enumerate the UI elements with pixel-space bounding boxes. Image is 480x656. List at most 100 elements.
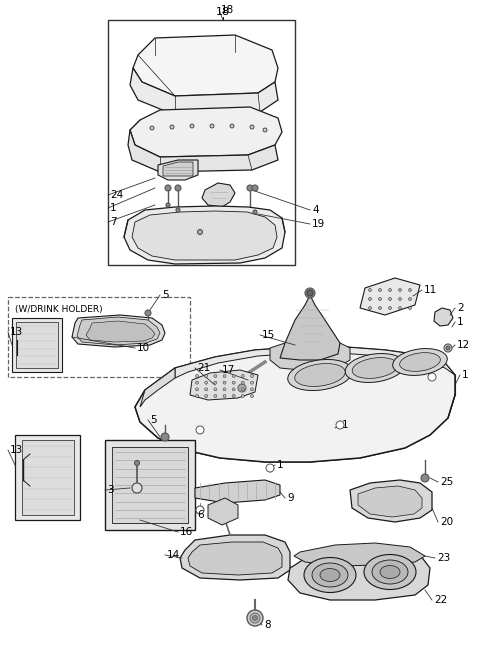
Text: 10: 10	[137, 343, 150, 353]
Polygon shape	[163, 162, 193, 176]
Polygon shape	[77, 317, 160, 345]
Polygon shape	[202, 183, 235, 207]
Circle shape	[176, 208, 180, 212]
Circle shape	[134, 461, 140, 466]
Ellipse shape	[372, 560, 408, 584]
Circle shape	[223, 381, 226, 384]
Circle shape	[196, 426, 204, 434]
Text: 1: 1	[457, 317, 464, 327]
Polygon shape	[350, 480, 432, 522]
Text: 3: 3	[107, 485, 114, 495]
Polygon shape	[132, 211, 277, 260]
Text: 5: 5	[150, 415, 156, 425]
Ellipse shape	[320, 569, 340, 581]
Ellipse shape	[364, 554, 416, 590]
Text: 19: 19	[312, 219, 325, 229]
Polygon shape	[130, 107, 282, 157]
Circle shape	[251, 388, 253, 391]
Polygon shape	[16, 322, 58, 368]
Circle shape	[369, 289, 372, 291]
Polygon shape	[434, 308, 453, 326]
Polygon shape	[180, 535, 290, 580]
Text: 9: 9	[287, 493, 294, 503]
Circle shape	[204, 388, 208, 391]
Circle shape	[251, 375, 253, 377]
Polygon shape	[105, 440, 195, 530]
Circle shape	[408, 298, 411, 300]
Circle shape	[398, 298, 401, 300]
Ellipse shape	[345, 354, 405, 382]
Polygon shape	[280, 295, 340, 360]
Circle shape	[190, 124, 194, 128]
Circle shape	[195, 394, 199, 398]
Circle shape	[305, 288, 315, 298]
Circle shape	[166, 203, 170, 207]
Polygon shape	[12, 318, 62, 372]
Circle shape	[170, 125, 174, 129]
Polygon shape	[190, 370, 258, 400]
Circle shape	[195, 375, 199, 377]
Ellipse shape	[304, 558, 356, 592]
Circle shape	[161, 433, 169, 441]
Polygon shape	[15, 435, 80, 520]
Circle shape	[214, 375, 217, 377]
Polygon shape	[112, 447, 188, 523]
Circle shape	[369, 298, 372, 300]
Ellipse shape	[400, 353, 440, 371]
Text: 1: 1	[462, 370, 468, 380]
Text: 2: 2	[457, 303, 464, 313]
Text: 6: 6	[197, 510, 204, 520]
Polygon shape	[140, 368, 175, 407]
Circle shape	[230, 124, 234, 128]
Text: 20: 20	[440, 517, 453, 527]
Text: 14: 14	[167, 550, 180, 560]
Text: 13: 13	[10, 327, 23, 337]
Circle shape	[175, 185, 181, 191]
Circle shape	[307, 290, 313, 296]
Polygon shape	[108, 20, 295, 265]
Circle shape	[369, 306, 372, 310]
Circle shape	[336, 421, 344, 429]
Circle shape	[232, 375, 235, 377]
Circle shape	[232, 394, 235, 398]
Circle shape	[251, 394, 253, 398]
Text: 16: 16	[180, 527, 193, 537]
Ellipse shape	[295, 363, 345, 386]
Circle shape	[238, 384, 246, 392]
Circle shape	[388, 306, 392, 310]
Polygon shape	[158, 160, 198, 180]
Circle shape	[241, 381, 244, 384]
Circle shape	[252, 185, 258, 191]
Circle shape	[165, 185, 171, 191]
Text: 17: 17	[222, 365, 235, 375]
Polygon shape	[195, 480, 280, 503]
Polygon shape	[208, 498, 238, 525]
Circle shape	[247, 610, 263, 626]
Polygon shape	[135, 353, 455, 462]
Circle shape	[247, 185, 253, 191]
Ellipse shape	[352, 358, 398, 379]
Text: 22: 22	[434, 595, 447, 605]
Text: 11: 11	[424, 285, 437, 295]
Circle shape	[398, 306, 401, 310]
Text: 24: 24	[110, 190, 123, 200]
Text: 1: 1	[110, 203, 117, 213]
Circle shape	[252, 615, 257, 621]
FancyBboxPatch shape	[8, 297, 190, 377]
Circle shape	[250, 613, 260, 623]
Circle shape	[263, 128, 267, 132]
Circle shape	[195, 388, 199, 391]
Circle shape	[379, 298, 382, 300]
Text: 15: 15	[262, 330, 275, 340]
Polygon shape	[133, 35, 278, 96]
Circle shape	[446, 346, 450, 350]
Polygon shape	[175, 347, 455, 378]
Ellipse shape	[393, 348, 447, 375]
Circle shape	[223, 388, 226, 391]
Circle shape	[132, 483, 142, 493]
Circle shape	[232, 388, 235, 391]
Text: 1: 1	[277, 460, 284, 470]
Ellipse shape	[288, 359, 352, 390]
Circle shape	[241, 388, 244, 391]
Text: 23: 23	[437, 553, 450, 563]
